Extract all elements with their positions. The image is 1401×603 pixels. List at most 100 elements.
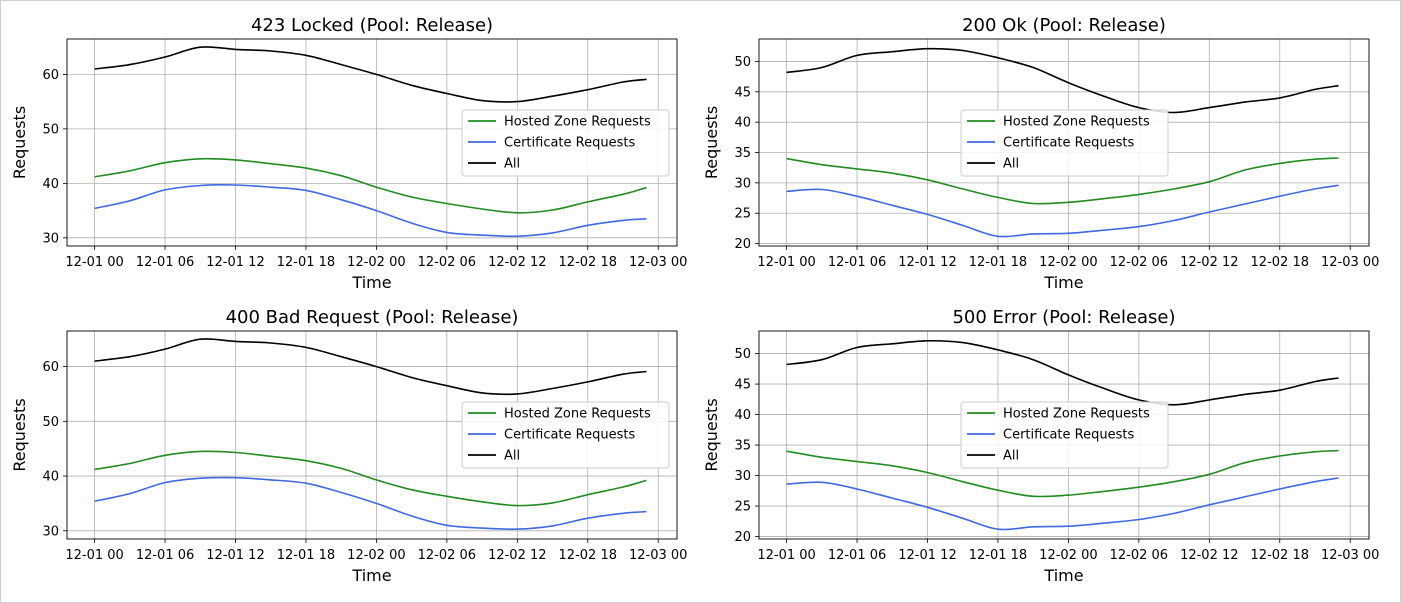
x-tick-label: 12-01 18 [969,548,1027,563]
y-tick-label: 60 [42,360,59,375]
legend-box [461,109,670,177]
series-line-all [786,339,1339,406]
x-tick-label: 12-02 00 [1039,255,1097,270]
chart-title: 500 Error (Pool: Release) [952,307,1175,328]
series-line-all [94,46,647,103]
y-tick-label: 30 [42,524,59,539]
x-tick-label: 12-03 00 [629,548,687,563]
chart-panel-3: 12-01 00 12-01 06 12-01 12 12-01 18 12-02 00… [702,307,1379,585]
series-line-hosted-zone-requests [94,450,647,507]
y-axis-label: Requests [702,106,721,179]
x-axis-label: Time [351,566,391,585]
x-tick-label: 12-02 18 [1251,548,1309,563]
x-tick-label: 12-01 12 [206,548,264,563]
chart-title: 423 Locked (Pool: Release) [251,15,493,36]
x-tick-label: 12-02 00 [347,548,405,563]
y-tick-label: 20 [734,237,751,252]
axes-frame [758,38,1370,247]
axes-frame [66,38,678,247]
y-axis-label: Requests [702,398,721,471]
legend: Hosted Zone Requests Certificate Requests… [960,109,1169,177]
y-tick-label: 50 [734,347,751,362]
series-line-certificate-requests [94,476,647,530]
legend-label: Certificate Requests [1003,136,1134,151]
legend-label: Hosted Zone Requests [504,407,651,422]
x-tick-label: 12-02 06 [1110,255,1168,270]
y-tick-label: 60 [42,68,59,83]
x-tick-label: 12-02 12 [1180,548,1238,563]
y-tick-label: 30 [734,176,751,191]
y-tick-label: 50 [734,55,751,70]
x-tick-label: 12-02 00 [347,255,405,270]
legend: Hosted Zone Requests Certificate Requests… [461,109,670,177]
legend-label: All [1003,449,1019,464]
series-line-all [94,338,647,396]
y-tick-label: 40 [42,177,59,192]
y-axis-label: Requests [10,398,29,471]
chart-panel-2: 12-01 00 12-01 06 12-01 12 12-01 18 12-02 00… [10,307,687,585]
x-tick-label: 12-01 12 [898,255,956,270]
x-tick-label: 12-02 12 [488,255,546,270]
y-tick-label: 40 [42,470,59,485]
x-tick-label: 12-02 06 [418,548,476,563]
axes-frame [758,330,1370,540]
x-tick-label: 12-02 18 [1251,255,1309,270]
x-tick-label: 12-02 06 [418,255,476,270]
x-axis-label: Time [1043,273,1083,292]
x-tick-label: 12-03 00 [1321,548,1379,563]
y-tick-label: 30 [42,231,59,246]
x-axis-label: Time [1043,566,1083,585]
y-tick-label: 30 [734,469,751,484]
legend-box [960,401,1169,469]
legend: Hosted Zone Requests Certificate Requests… [461,401,670,469]
x-tick-label: 12-01 18 [277,548,335,563]
x-tick-label: 12-02 00 [1039,548,1097,563]
series-line-certificate-requests [94,184,647,238]
x-tick-label: 12-02 18 [559,548,617,563]
y-tick-label: 35 [734,439,751,454]
y-tick-label: 45 [734,85,751,100]
chart-title: 400 Bad Request (Pool: Release) [226,307,519,328]
x-tick-label: 12-02 06 [1110,548,1168,563]
legend-label: Certificate Requests [504,428,635,443]
y-tick-label: 50 [42,122,59,137]
legend: Hosted Zone Requests Certificate Requests… [960,401,1169,469]
x-tick-label: 12-01 00 [65,255,123,270]
series-line-all [786,47,1339,114]
legend-box [960,109,1169,177]
legend-label: Certificate Requests [504,136,635,151]
x-tick-label: 12-01 18 [969,255,1027,270]
chart-title: 200 Ok (Pool: Release) [962,15,1166,36]
chart-panel-1: 12-01 00 12-01 06 12-01 12 12-01 18 12-02 00… [702,15,1379,292]
x-tick-label: 12-01 06 [136,255,194,270]
x-axis-label: Time [351,273,391,292]
x-tick-label: 12-01 06 [136,548,194,563]
legend-label: All [1003,157,1019,172]
x-tick-label: 12-01 12 [898,548,956,563]
x-tick-label: 12-01 00 [65,548,123,563]
x-tick-label: 12-02 18 [559,255,617,270]
x-tick-label: 12-01 06 [828,255,886,270]
y-tick-label: 50 [42,415,59,430]
x-tick-label: 12-01 00 [757,255,815,270]
series-line-hosted-zone-requests [94,157,647,214]
x-tick-label: 12-01 18 [277,255,335,270]
x-tick-label: 12-01 12 [206,255,264,270]
y-tick-label: 45 [734,378,751,393]
x-tick-label: 12-02 12 [1180,255,1238,270]
y-tick-label: 25 [734,500,751,515]
x-tick-label: 12-03 00 [1321,255,1379,270]
legend-label: Hosted Zone Requests [504,115,651,130]
axes-frame [66,330,678,540]
x-tick-label: 12-02 12 [488,548,546,563]
x-tick-label: 12-03 00 [629,255,687,270]
legend-label: All [504,157,520,172]
series-line-certificate-requests [786,477,1339,531]
y-tick-label: 40 [734,408,751,423]
legend-label: All [504,449,520,464]
legend-label: Certificate Requests [1003,428,1134,443]
y-tick-label: 40 [734,116,751,131]
y-tick-label: 35 [734,146,751,161]
x-tick-label: 12-01 06 [828,548,886,563]
